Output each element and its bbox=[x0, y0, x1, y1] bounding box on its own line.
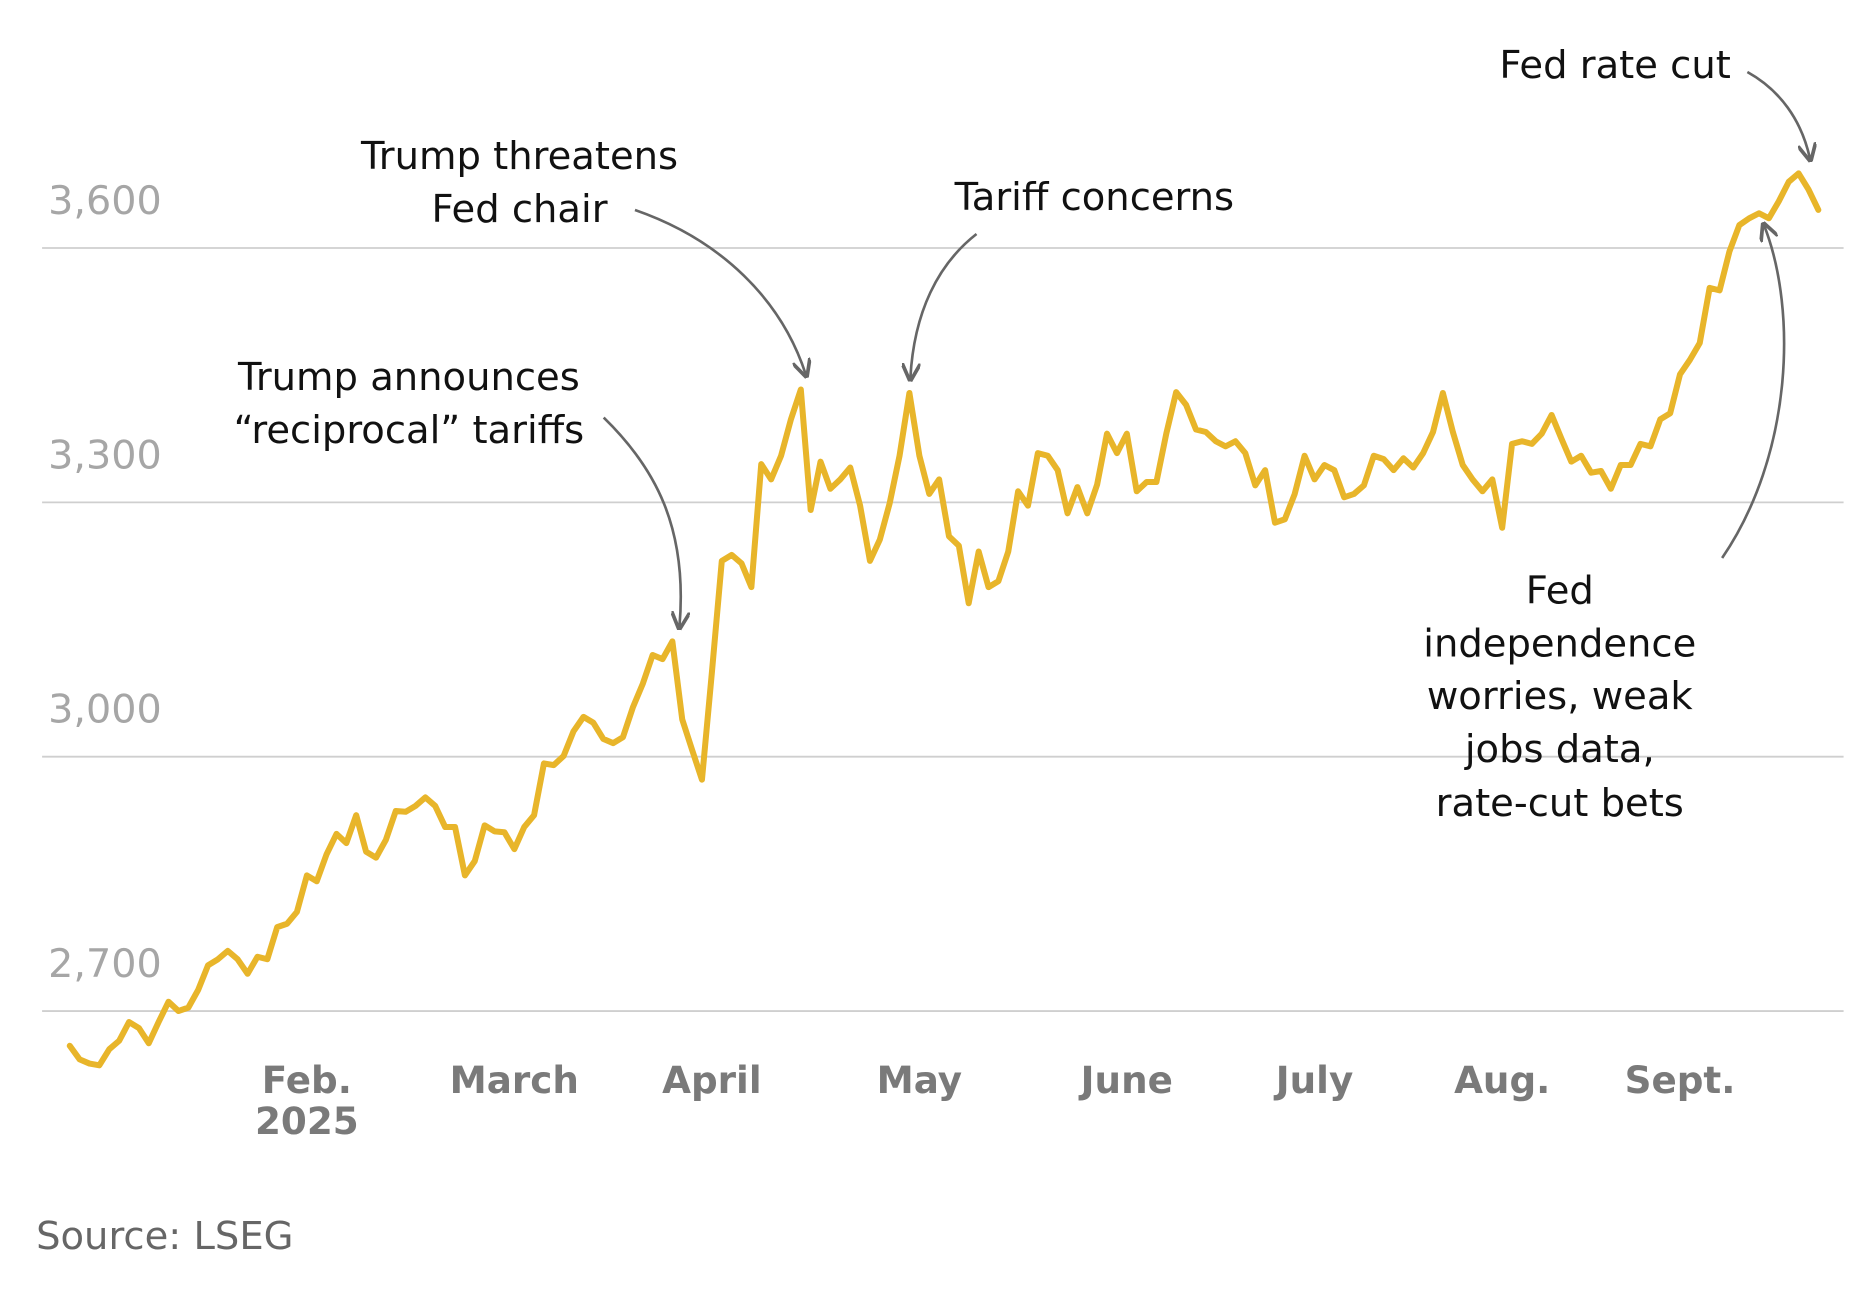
y-tick-label: 3,000 bbox=[48, 684, 162, 732]
price-line bbox=[66, 170, 1822, 1069]
x-tick-label: June bbox=[1080, 1059, 1173, 1103]
y-tick-label: 2,700 bbox=[48, 939, 162, 987]
x-tick-label: March bbox=[449, 1059, 579, 1103]
annotation: Trump announces “reciprocal” tariffs bbox=[233, 354, 585, 453]
arrow bbox=[602, 416, 681, 627]
annotation: Trump threatens Fed chair bbox=[360, 133, 679, 232]
arrow bbox=[1746, 70, 1810, 158]
annotation: Tariff concerns bbox=[954, 174, 1235, 220]
annotation: Fed independence worries, weak jobs data… bbox=[1423, 567, 1697, 826]
annotation: Fed rate cut bbox=[1499, 42, 1731, 88]
arrow bbox=[634, 208, 806, 374]
y-tick-label: 3,600 bbox=[48, 176, 162, 224]
source: Source: LSEG bbox=[36, 1213, 294, 1259]
x-tick-label: Feb. 2025 bbox=[254, 1059, 359, 1144]
x-tick-label: April bbox=[662, 1059, 762, 1103]
x-tick-label: Sept. bbox=[1624, 1059, 1736, 1103]
x-tick-label: May bbox=[876, 1059, 963, 1103]
x-tick-label: July bbox=[1275, 1059, 1354, 1103]
y-tick-label: 3,300 bbox=[48, 430, 162, 478]
arrow bbox=[910, 232, 978, 378]
x-tick-label: Aug. bbox=[1454, 1059, 1551, 1103]
arrow bbox=[1721, 226, 1786, 559]
annotation-arrows bbox=[602, 70, 1810, 627]
plot bbox=[66, 170, 1822, 1069]
